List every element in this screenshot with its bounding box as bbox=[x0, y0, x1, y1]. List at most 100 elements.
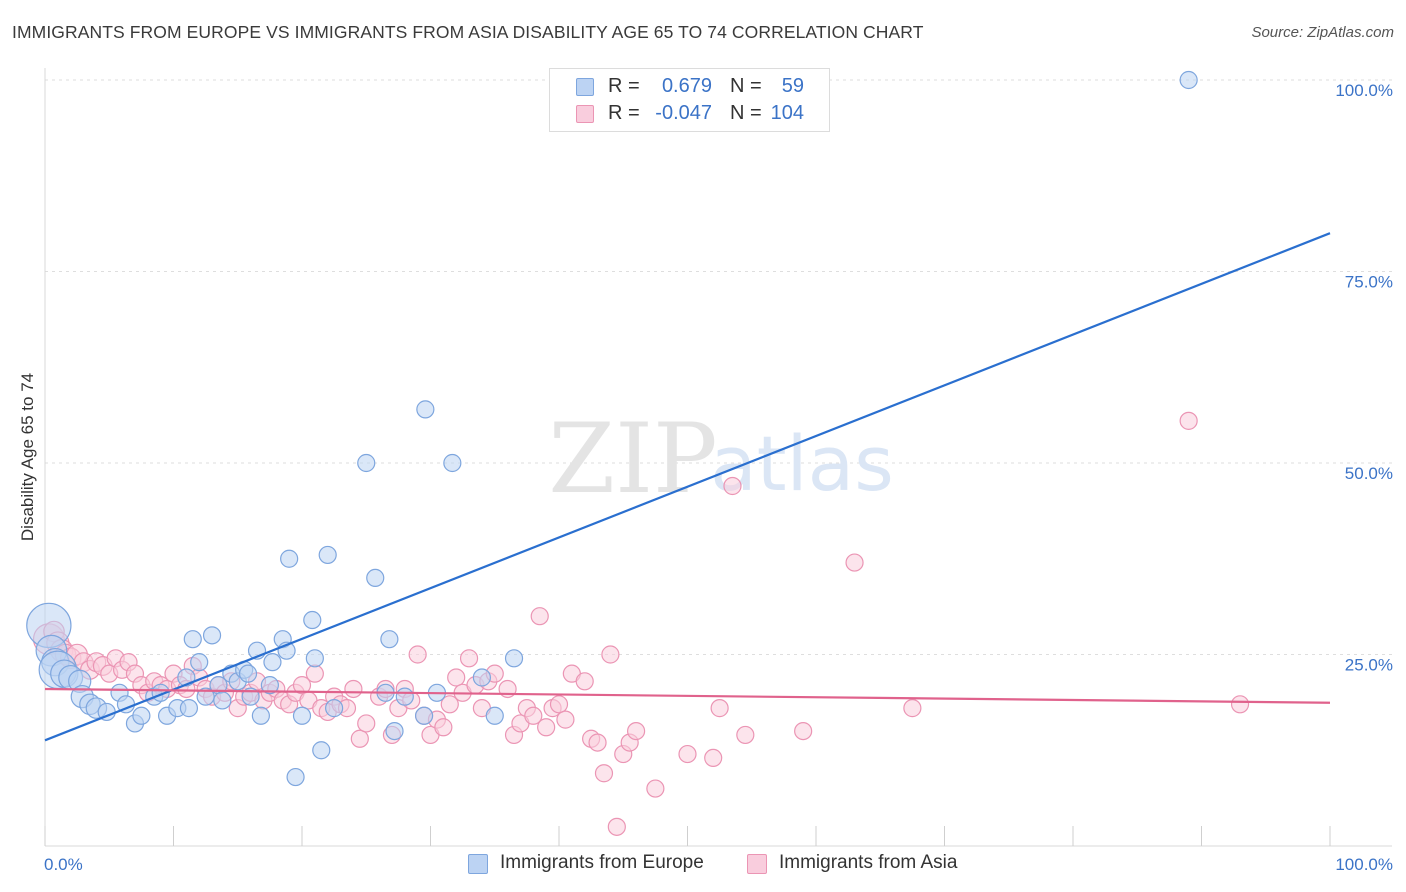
asia-point bbox=[710, 699, 729, 718]
europe-point bbox=[263, 653, 282, 672]
bottom-legend-swatch-asia bbox=[747, 854, 767, 874]
asia-point bbox=[678, 744, 697, 764]
y-tick-label: 100.0% bbox=[1335, 81, 1393, 100]
legend-n-value-europe: 59 bbox=[781, 75, 804, 97]
asia-point bbox=[646, 779, 665, 798]
asia-point bbox=[594, 764, 614, 783]
axes bbox=[44, 68, 1392, 847]
asia-point bbox=[704, 748, 723, 768]
watermark-zip: ZIP bbox=[548, 403, 717, 515]
legend: R = 0.679 N = 59 R = -0.047 N = 104 bbox=[549, 68, 830, 132]
asia-point bbox=[549, 695, 569, 714]
trend-lines bbox=[44, 232, 1331, 742]
legend-n-label: N = bbox=[730, 102, 762, 124]
y-tick-label: 50.0% bbox=[1345, 464, 1393, 483]
europe-point bbox=[414, 706, 434, 725]
europe-point bbox=[183, 630, 202, 649]
asia-point bbox=[434, 718, 453, 737]
legend-r-value-europe: 0.679 bbox=[661, 75, 712, 97]
legend-row-asia: R = -0.047 N = 104 bbox=[550, 102, 829, 128]
europe-point bbox=[213, 691, 232, 710]
europe-point bbox=[202, 626, 222, 645]
europe-point bbox=[312, 741, 331, 760]
asia-point bbox=[344, 679, 363, 699]
watermark: ZIP atlas bbox=[548, 403, 893, 515]
y-axis-label: Disability Age 65 to 74 bbox=[18, 372, 37, 542]
x-tick-label: 0.0% bbox=[44, 855, 83, 874]
legend-r-value-asia: -0.047 bbox=[655, 102, 712, 124]
bottom-legend-label-asia: Immigrants from Asia bbox=[779, 852, 958, 873]
europe-point bbox=[380, 630, 399, 649]
trend-line-europe bbox=[44, 232, 1331, 742]
legend-swatch-asia bbox=[576, 105, 594, 123]
bottom-legend-label-europe: Immigrants from Europe bbox=[500, 852, 704, 873]
europe-point bbox=[303, 610, 322, 630]
asia-point bbox=[350, 729, 369, 748]
chart-source: Source: ZipAtlas.com bbox=[1251, 24, 1394, 41]
europe-point bbox=[260, 676, 279, 695]
legend-r-label: R = bbox=[608, 102, 640, 124]
asia-point bbox=[524, 706, 543, 725]
asia-point bbox=[440, 695, 459, 714]
asia-point bbox=[556, 710, 575, 729]
legend-row-europe: R = 0.679 N = 59 bbox=[550, 75, 829, 101]
asia-point bbox=[794, 721, 813, 741]
europe-point bbox=[416, 400, 435, 419]
europe-point bbox=[357, 453, 376, 473]
asia-point bbox=[601, 645, 620, 664]
europe-point bbox=[1179, 70, 1198, 90]
asia-point bbox=[447, 668, 466, 687]
europe-point bbox=[485, 706, 504, 725]
europe-point bbox=[472, 668, 491, 687]
europe-point bbox=[504, 649, 524, 668]
x-tick-label: 100.0% bbox=[1335, 855, 1393, 874]
europe-point bbox=[280, 549, 299, 568]
europe-point bbox=[318, 545, 337, 565]
asia-point bbox=[575, 672, 594, 691]
europe-point bbox=[238, 664, 258, 683]
legend-n-label: N = bbox=[730, 75, 762, 97]
asia-point bbox=[736, 725, 755, 745]
europe-point bbox=[366, 568, 385, 588]
asia-point bbox=[408, 645, 427, 664]
asia-point bbox=[530, 607, 549, 626]
europe-point bbox=[443, 453, 462, 473]
europe-point bbox=[190, 653, 209, 672]
europe-point bbox=[241, 687, 260, 706]
legend-n-value-asia: 104 bbox=[770, 102, 804, 124]
trend-line-asia bbox=[44, 687, 1331, 704]
asia-point bbox=[459, 649, 479, 668]
europe-point bbox=[395, 687, 414, 706]
asia-point bbox=[845, 553, 864, 572]
asia-point bbox=[607, 817, 626, 836]
asia-point bbox=[626, 721, 646, 741]
asia-point bbox=[1179, 411, 1198, 430]
asia-point bbox=[357, 714, 376, 733]
tick-labels: 25.0% 50.0% 75.0% 100.0% 0.0% 100.0% bbox=[44, 81, 1393, 874]
europe-point bbox=[385, 721, 404, 741]
europe-point bbox=[325, 699, 344, 718]
europe-point bbox=[132, 706, 151, 725]
asia-point bbox=[292, 676, 312, 695]
europe-point bbox=[305, 649, 324, 668]
europe-point bbox=[179, 699, 199, 718]
europe-point bbox=[286, 767, 305, 787]
europe-point bbox=[292, 706, 312, 725]
asia-point bbox=[1230, 695, 1250, 714]
series-europe-points bbox=[26, 70, 1198, 787]
asia-point bbox=[723, 476, 742, 496]
bottom-legend-swatch-europe bbox=[468, 854, 488, 874]
watermark-atlas: atlas bbox=[710, 419, 894, 508]
asia-point bbox=[588, 733, 607, 752]
asia-point bbox=[305, 664, 324, 683]
legend-r-label: R = bbox=[608, 75, 640, 97]
gridlines bbox=[45, 79, 1392, 655]
asia-point bbox=[537, 718, 556, 737]
asia-point bbox=[903, 699, 922, 718]
legend-swatch-europe bbox=[576, 78, 594, 96]
y-tick-label: 25.0% bbox=[1345, 656, 1393, 675]
europe-point bbox=[251, 706, 270, 725]
chart-title: IMMIGRANTS FROM EUROPE VS IMMIGRANTS FRO… bbox=[12, 22, 924, 42]
y-tick-label: 75.0% bbox=[1345, 273, 1393, 292]
